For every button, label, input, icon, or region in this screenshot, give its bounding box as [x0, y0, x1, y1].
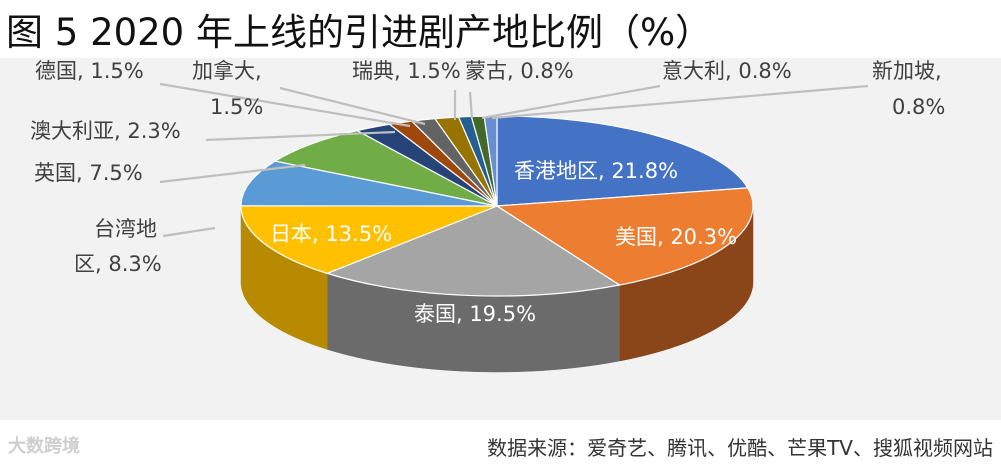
slice-label-12-line0: 新加坡,	[872, 59, 942, 83]
source-note: 数据来源：爱奇艺、腾讯、优酷、芒果TV、搜狐视频网站	[487, 436, 993, 460]
slice-label-9: 瑞典, 1.5%	[352, 59, 461, 83]
leader-line-11	[481, 84, 661, 120]
slice-label-0: 香港地区, 21.8%	[514, 159, 678, 183]
pie-slice-4	[240, 160, 498, 207]
leader-line-10	[468, 91, 474, 119]
pie-slice-3	[240, 205, 498, 275]
pie-side-walls	[240, 205, 754, 373]
slice-labels: 香港地区, 21.8% 美国, 20.3% 泰国, 19.5% 日本, 13.5% 台湾…	[30, 59, 945, 326]
slice-label-7: 德国, 1.5%	[35, 59, 144, 83]
slice-label-8-line1: 1.5%	[210, 95, 263, 119]
leader-line-6	[205, 130, 396, 142]
chart-title: 图 5 2020 年上线的引进剧产地比例（%）	[6, 11, 713, 54]
slice-label-3: 日本, 13.5%	[270, 222, 392, 246]
pie-slice-0	[496, 115, 749, 207]
slice-label-5: 英国, 7.5%	[34, 161, 143, 185]
leader-lines	[159, 82, 869, 238]
pie-slice-2	[325, 205, 622, 297]
slice-label-11: 意大利, 0.8%	[662, 59, 792, 83]
slice-label-4-line1: 区, 8.3%	[74, 252, 162, 276]
slice-label-2: 泰国, 19.5%	[414, 302, 536, 326]
leader-line-4	[162, 226, 216, 238]
slice-label-10: 蒙古, 0.8%	[465, 59, 574, 83]
slice-label-4-line0: 台湾地	[94, 217, 157, 241]
leader-line-7	[159, 82, 411, 128]
pie-slice-1	[495, 187, 754, 286]
slice-label-12-line1: 0.8%	[892, 95, 945, 119]
slice-label-6: 澳大利亚, 2.3%	[30, 119, 181, 143]
chart-area: 香港地区, 21.8% 美国, 20.3% 泰国, 19.5% 日本, 13.5% 台湾…	[0, 58, 1001, 420]
leader-line-5	[159, 163, 306, 184]
leader-line-8	[279, 86, 426, 126]
slice-label-1: 美国, 20.3%	[615, 225, 737, 249]
slice-label-8-line0: 加拿大,	[192, 59, 262, 83]
pie-top-slices	[240, 115, 754, 297]
leader-line-12	[491, 84, 869, 120]
pie-chart: 香港地区, 21.8% 美国, 20.3% 泰国, 19.5% 日本, 13.5% 台湾…	[30, 59, 945, 373]
watermark-logo: 大数跨境	[8, 436, 80, 457]
pie-slice-5	[273, 129, 498, 207]
